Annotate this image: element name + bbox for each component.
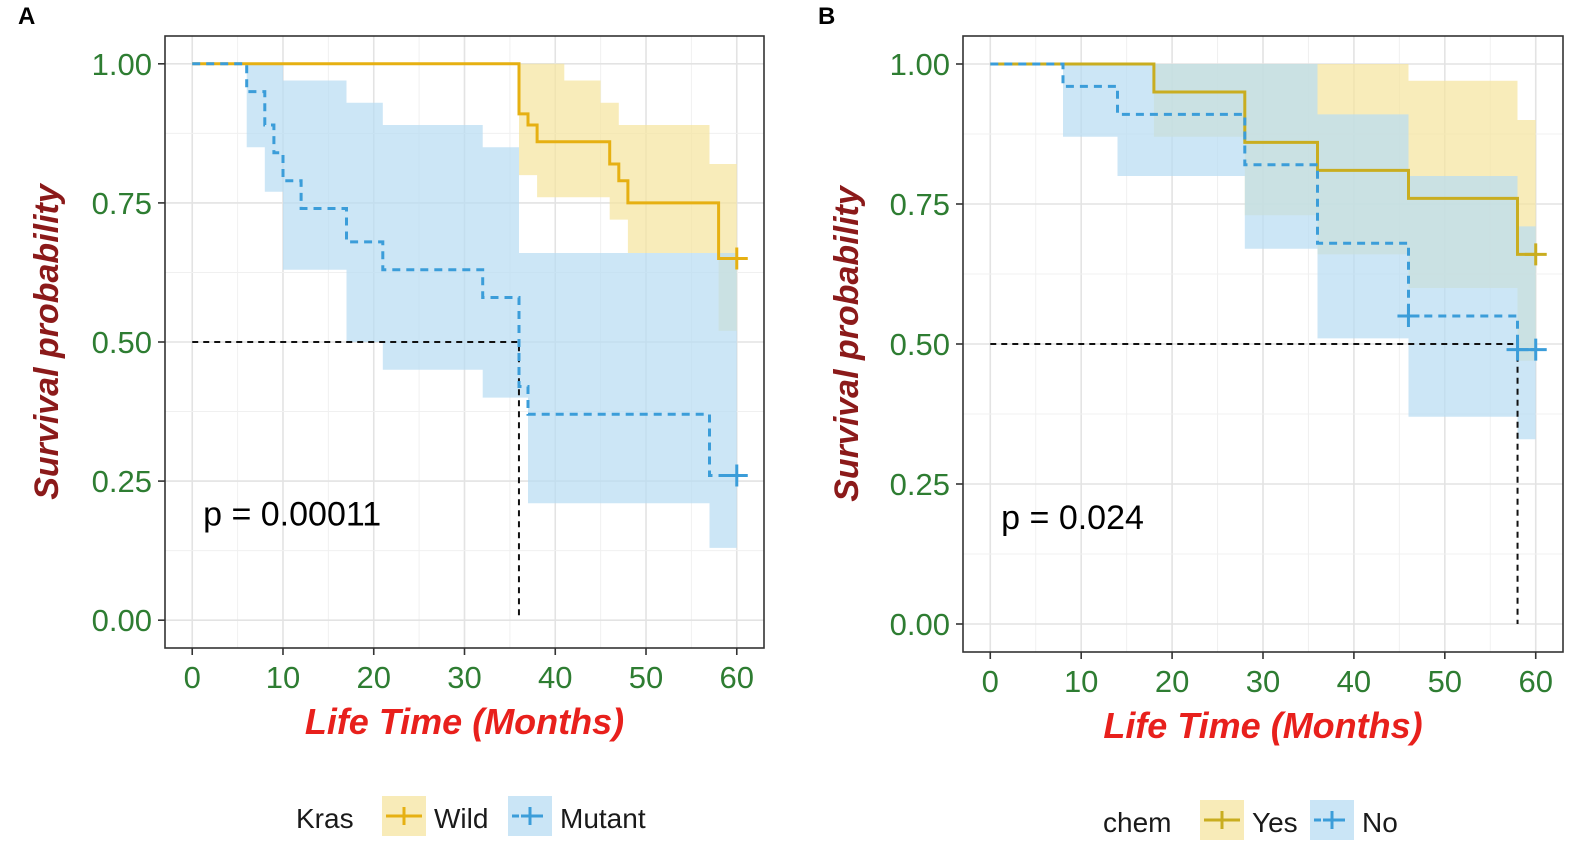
- y-tick-label: 0.00: [890, 607, 950, 642]
- confidence-band-mutant: [192, 63, 737, 548]
- censor-mark-no: [1524, 338, 1547, 361]
- x-tick-label: 60: [1518, 664, 1552, 699]
- panel-a: 0.00 0.25 0.50 0.75 1.00 0 10 20 30 40 50 60 Life Ti…: [18, 3, 765, 836]
- p-value-annotation: p = 0.024: [1001, 499, 1144, 537]
- y-tick-label: 0.00: [92, 603, 152, 638]
- censor-mark-wild: [725, 247, 748, 270]
- y-tick-label: 0.25: [890, 467, 950, 502]
- y-axis-title: Survival probability: [828, 184, 866, 502]
- x-tick-label: 30: [447, 660, 481, 695]
- y-tick-label: 0.25: [92, 464, 152, 499]
- x-tick-label: 40: [1337, 664, 1371, 699]
- censor-mark-no: [1397, 305, 1420, 327]
- legend-key-no: No: [1310, 800, 1398, 840]
- legend-label: No: [1362, 807, 1398, 838]
- y-axis-title: Survival probability: [28, 182, 66, 500]
- legend-key-yes: Yes: [1200, 800, 1298, 840]
- legend-key-wild: Wild: [382, 796, 488, 836]
- legend-label: Mutant: [560, 803, 646, 834]
- legend-label: Yes: [1252, 807, 1298, 838]
- x-axis-title: Life Time (Months): [305, 701, 624, 742]
- legend-censor-mark: [1213, 811, 1231, 829]
- survival-curve-no: [990, 62, 1536, 352]
- x-axis-title: Life Time (Months): [1103, 705, 1422, 746]
- legend-title: chem: [1103, 807, 1171, 838]
- legend-title: Kras: [296, 803, 354, 834]
- x-tick-label: 50: [1428, 664, 1462, 699]
- confidence-band-wild: [192, 63, 737, 331]
- legend-key-mutant: Mutant: [508, 796, 646, 836]
- confidence-band-no: [990, 64, 1536, 440]
- x-tick-label: 40: [538, 660, 572, 695]
- survival-curve-mutant: [192, 62, 737, 477]
- legend-censor-mark: [395, 807, 413, 825]
- y-tick-label: 0.50: [890, 327, 950, 362]
- y-tick-label: 0.50: [92, 325, 152, 360]
- censor-mark-yes: [1524, 243, 1547, 266]
- y-tick-label: 0.75: [890, 187, 950, 222]
- x-tick-label: 20: [1155, 664, 1189, 699]
- x-tick-label: 0: [184, 660, 201, 695]
- p-value-annotation: p = 0.00011: [203, 496, 381, 534]
- censor-mark-mutant: [725, 464, 748, 487]
- x-tick-label: 50: [629, 660, 663, 695]
- legend-censor-mark: [1323, 811, 1341, 829]
- legend-censor-mark: [521, 807, 539, 825]
- legend-label: Wild: [434, 803, 488, 834]
- legend: Kras Wild Mutant: [296, 796, 646, 836]
- panel-letter: B: [818, 3, 835, 30]
- x-tick-label: 10: [266, 660, 300, 695]
- survival-curve-wild: [192, 62, 737, 260]
- panel-b: 0.00 0.25 0.50 0.75 1.00 0 10 20 30 40 50 60 Life Ti…: [818, 3, 1564, 840]
- y-tick-label: 1.00: [890, 47, 950, 82]
- y-tick-label: 1.00: [92, 47, 152, 82]
- y-tick-label: 0.75: [92, 186, 152, 221]
- x-tick-label: 30: [1246, 664, 1280, 699]
- survival-curve-yes: [990, 62, 1536, 256]
- legend: chem Yes No: [1103, 800, 1398, 840]
- x-tick-label: 10: [1064, 664, 1098, 699]
- panel-letter: A: [18, 3, 35, 30]
- x-tick-label: 60: [720, 660, 754, 695]
- x-tick-label: 20: [357, 660, 391, 695]
- x-tick-label: 0: [982, 664, 999, 699]
